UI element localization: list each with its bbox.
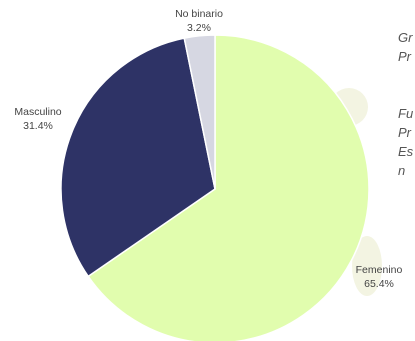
chart-title-fragment: Gr Pr <box>398 28 412 66</box>
source-line: Pr <box>398 125 411 140</box>
source-line: Es <box>398 144 414 159</box>
source-line: n <box>398 163 406 178</box>
slice-label: Femenino <box>356 264 403 276</box>
chart-source-fragment: Fu Pr Es n <box>398 104 413 180</box>
title-line: Pr <box>398 49 411 64</box>
title-line: Gr <box>398 30 413 45</box>
pie-slice-no-binario <box>183 34 216 190</box>
slice-label: Masculino <box>14 106 61 118</box>
pie-slice-femenino <box>87 34 370 341</box>
slice-percent-label: 3.2% <box>187 22 211 34</box>
source-line: Fu <box>398 106 414 121</box>
slice-percent-label: 65.4% <box>364 278 394 290</box>
slice-label: No binario <box>175 8 223 20</box>
pie-slice-masculino <box>60 37 216 278</box>
slice-percent-label: 31.4% <box>23 120 53 132</box>
